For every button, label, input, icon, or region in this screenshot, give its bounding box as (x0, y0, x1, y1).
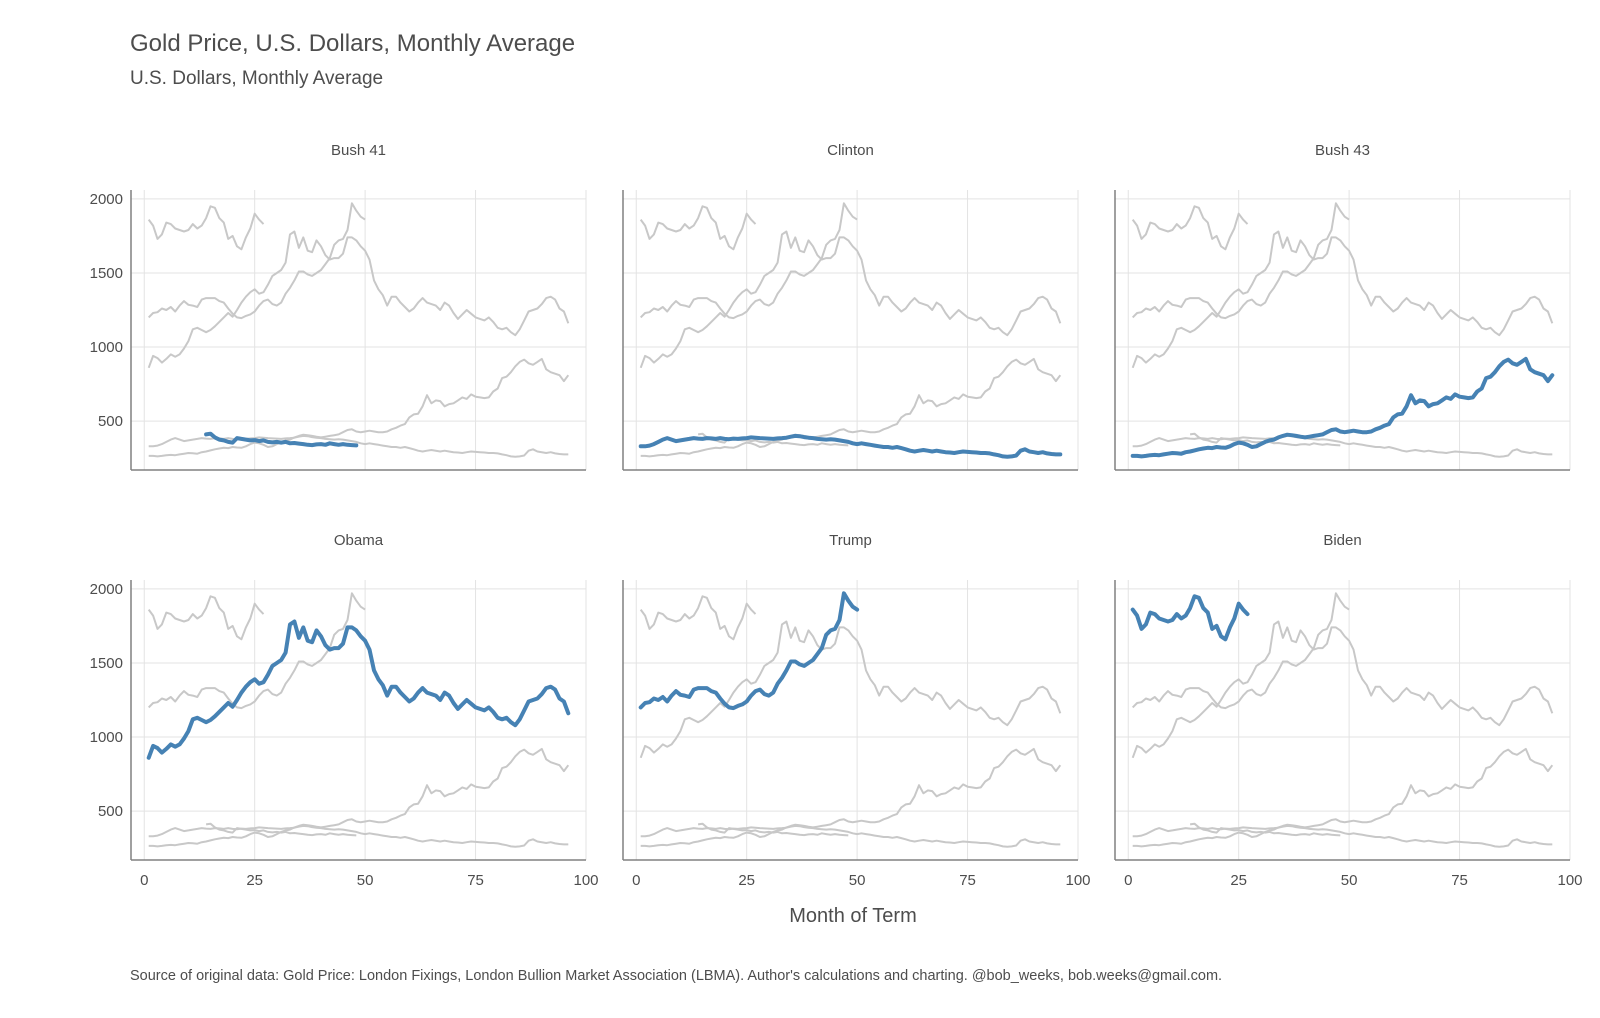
context-line-trump (1131, 592, 1350, 710)
x-tick-label: 100 (1065, 872, 1090, 889)
context-line-obama (1131, 230, 1554, 369)
context-line-clinton (148, 434, 569, 458)
context-line-obama (639, 620, 1062, 759)
highlight-line-biden (1130, 594, 1250, 642)
x-tick-label: 75 (959, 872, 976, 889)
facet-label-1: Clinton (827, 142, 874, 159)
y-tick-label: 2000 (90, 191, 123, 208)
context-line-biden (147, 595, 265, 641)
x-tick-label: 0 (140, 872, 148, 889)
chart-caption: Source of original data: Gold Price: Lon… (130, 968, 1223, 984)
chart-title: Gold Price, U.S. Dollars, Monthly Averag… (130, 30, 576, 57)
context-line-biden (1131, 205, 1249, 251)
facet-label-4: Trump (829, 532, 872, 549)
x-tick-label: 0 (1124, 872, 1132, 889)
x-tick-label: 50 (357, 872, 374, 889)
y-tick-label: 1000 (90, 339, 123, 356)
highlight-line-bush-43 (1130, 356, 1555, 459)
highlight-line-bush-41 (204, 431, 359, 448)
context-line-biden (639, 205, 757, 251)
x-tick-label: 100 (1557, 872, 1582, 889)
context-line-bush-43 (640, 747, 1062, 848)
context-line-obama (1131, 620, 1554, 759)
x-tick-label: 50 (1341, 872, 1358, 889)
chart-subtitle: U.S. Dollars, Monthly Average (130, 68, 384, 89)
highlight-line-trump (638, 591, 860, 711)
context-line-obama (639, 230, 1062, 369)
x-tick-label: 25 (738, 872, 755, 889)
context-line-bush-43 (640, 357, 1062, 458)
context-line-bush-43 (148, 747, 570, 848)
context-line-clinton (640, 824, 1061, 848)
context-line-obama (147, 230, 570, 369)
context-line-bush-43 (1132, 747, 1554, 848)
context-line-clinton (1132, 434, 1553, 458)
x-tick-label: 50 (849, 872, 866, 889)
facet-label-0: Bush 41 (331, 142, 386, 159)
x-tick-label: 75 (467, 872, 484, 889)
highlight-line-obama (146, 619, 571, 760)
context-line-clinton (148, 824, 569, 848)
facet-label-2: Bush 43 (1315, 142, 1370, 159)
highlight-line-clinton (638, 433, 1063, 459)
y-tick-label: 1500 (90, 265, 123, 282)
context-line-biden (147, 205, 265, 251)
y-tick-label: 500 (98, 803, 123, 820)
x-tick-label: 25 (246, 872, 263, 889)
x-tick-label: 25 (1230, 872, 1247, 889)
context-line-trump (147, 202, 366, 320)
facet-label-5: Biden (1323, 532, 1361, 549)
context-line-biden (639, 595, 757, 641)
facet-label-3: Obama (334, 532, 384, 549)
context-line-trump (1131, 202, 1350, 320)
y-tick-label: 1500 (90, 655, 123, 672)
context-line-clinton (1132, 824, 1553, 848)
x-tick-label: 0 (632, 872, 640, 889)
y-tick-label: 2000 (90, 581, 123, 598)
y-tick-label: 500 (98, 413, 123, 430)
y-tick-label: 1000 (90, 729, 123, 746)
context-line-bush-43 (148, 357, 570, 458)
context-line-trump (639, 202, 858, 320)
x-tick-label: 100 (573, 872, 598, 889)
x-tick-label: 75 (1451, 872, 1468, 889)
x-axis-title: Month of Term (789, 905, 916, 927)
